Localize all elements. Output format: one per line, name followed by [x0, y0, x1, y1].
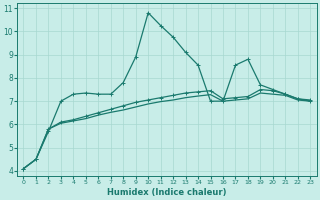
X-axis label: Humidex (Indice chaleur): Humidex (Indice chaleur)	[107, 188, 227, 197]
